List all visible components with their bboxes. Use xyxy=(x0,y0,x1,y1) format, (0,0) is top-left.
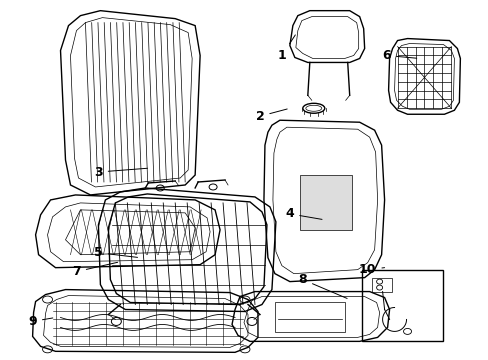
Text: 5: 5 xyxy=(94,246,137,259)
Text: 3: 3 xyxy=(94,166,147,179)
Text: 4: 4 xyxy=(285,207,322,220)
Polygon shape xyxy=(299,175,351,230)
Text: 10: 10 xyxy=(358,263,384,276)
Bar xyxy=(361,270,443,341)
Bar xyxy=(371,278,391,292)
Text: 2: 2 xyxy=(255,109,286,123)
Text: 1: 1 xyxy=(277,35,295,62)
Text: 7: 7 xyxy=(72,262,118,278)
Text: 6: 6 xyxy=(382,49,416,62)
Text: 8: 8 xyxy=(298,273,346,298)
Text: 9: 9 xyxy=(28,315,53,328)
